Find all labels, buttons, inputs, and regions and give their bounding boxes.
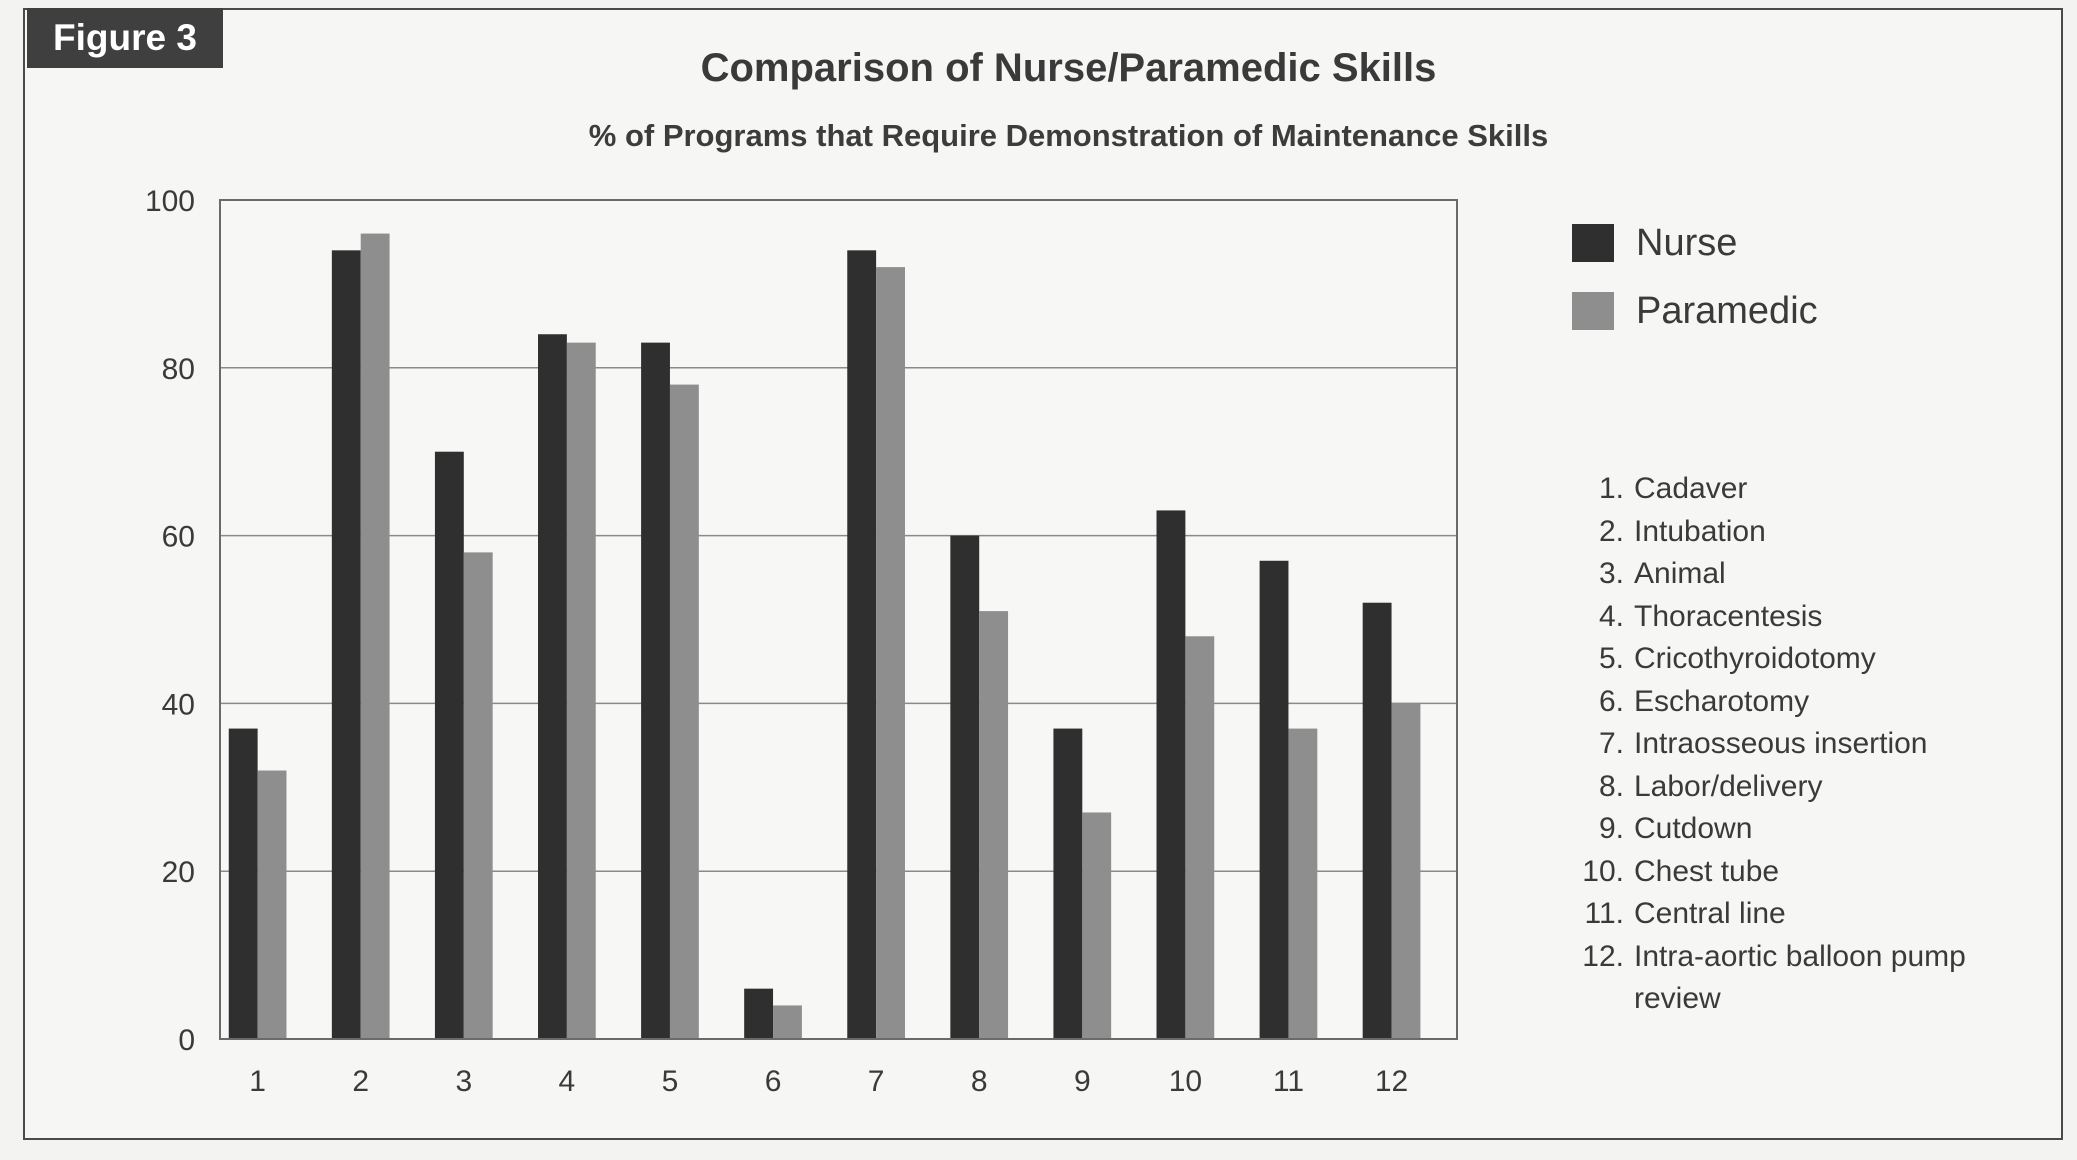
key-item: 4. Thoracentesis	[1568, 596, 2038, 639]
bar-nurse	[1259, 560, 1289, 1039]
bar-paramedic	[876, 267, 905, 1039]
key-label: Central line	[1634, 897, 1786, 930]
bar-paramedic	[669, 384, 699, 1040]
key-label: Labor/delivery	[1634, 769, 1823, 803]
key-label: Cricothyroidotomy	[1634, 642, 1876, 675]
key-number: 11.	[1584, 897, 1624, 930]
x-tick-label: 11	[1273, 1065, 1304, 1098]
x-tick-label: 6	[765, 1065, 782, 1098]
bar-paramedic	[257, 770, 287, 1039]
figure-label: Figure 3	[27, 8, 223, 68]
bar-paramedic	[1185, 636, 1215, 1039]
key-number: 7.	[1598, 727, 1624, 760]
bar-nurse	[1362, 602, 1392, 1039]
legend-label-nurse: Nurse	[1636, 221, 1738, 264]
plot-area	[220, 200, 1457, 1039]
x-tick-label: 7	[868, 1065, 885, 1098]
bars	[228, 233, 1421, 1040]
legend-swatch-paramedic	[1572, 292, 1614, 330]
key-item: 1. Cadaver	[1568, 468, 2038, 511]
key-number: 4.	[1598, 599, 1624, 633]
key-item: 6. Escharotomy	[1568, 681, 2038, 724]
key-number: 6.	[1598, 684, 1624, 718]
bar-nurse	[641, 342, 670, 1039]
key-label: Escharotomy	[1634, 684, 1810, 718]
y-tick-label: 40	[162, 688, 195, 721]
key-label: Thoracentesis	[1634, 599, 1823, 633]
key-number: 10.	[1582, 854, 1624, 888]
x-axis-tick-labels: 1 2 3 4 5 6 7 8 9 10 11 12	[249, 1065, 1408, 1098]
key-item: 12. Intra-aortic balloon pump review	[1568, 936, 2038, 1021]
key-item: 3. Animal	[1568, 553, 2038, 596]
key-item: 9. Cutdown	[1568, 808, 2038, 851]
x-tick-label: 9	[1074, 1065, 1091, 1098]
y-tick-label: 60	[162, 521, 195, 554]
key-label: Intra-aortic balloon pump review	[1634, 939, 1966, 1016]
bar-nurse	[1053, 728, 1083, 1039]
key-label: Chest tube	[1634, 854, 1780, 888]
legend-entry-nurse: Nurse	[1572, 216, 1818, 270]
key-label: Animal	[1634, 557, 1726, 590]
bar-nurse	[847, 250, 877, 1040]
legend-label-paramedic: Paramedic	[1636, 289, 1818, 332]
y-tick-label: 0	[178, 1024, 195, 1057]
key-item: 2. Intubation	[1568, 511, 2038, 554]
x-tick-label: 3	[455, 1065, 472, 1098]
y-tick-label: 20	[162, 856, 195, 889]
key-item: 10. Chest tube	[1568, 851, 2038, 894]
bar-paramedic	[566, 342, 596, 1039]
legend: Nurse Paramedic	[1572, 216, 1818, 352]
key-item: 7. Intraosseous insertion	[1568, 723, 2038, 766]
bar-nurse	[538, 334, 567, 1039]
bar-nurse	[744, 988, 774, 1039]
bar-paramedic	[1288, 728, 1318, 1039]
key-number: 5.	[1598, 642, 1624, 675]
key-number: 9.	[1598, 812, 1624, 845]
bar-paramedic	[360, 233, 390, 1039]
bar-nurse	[434, 451, 464, 1039]
bar-paramedic	[773, 1005, 802, 1039]
bar-paramedic	[1082, 812, 1112, 1039]
bar-paramedic	[463, 552, 493, 1039]
x-tick-label: 12	[1375, 1065, 1408, 1098]
bar-nurse	[228, 728, 258, 1039]
chart-subtitle: % of Programs that Require Demonstration…	[588, 118, 1549, 153]
key-item: 8. Labor/delivery	[1568, 766, 2038, 809]
x-tick-label: 1	[249, 1065, 266, 1098]
gridlines	[220, 367, 1457, 872]
bar-paramedic	[1391, 703, 1421, 1039]
key-number: 12.	[1582, 939, 1624, 973]
key-number: 8.	[1598, 769, 1624, 803]
key-label: Intubation	[1634, 514, 1766, 548]
key-label: Cadaver	[1634, 472, 1748, 505]
x-tick-label: 10	[1169, 1065, 1202, 1098]
legend-swatch-nurse	[1572, 224, 1614, 262]
key-number: 1.	[1598, 472, 1624, 505]
y-axis-tick-labels: 0 20 40 60 80 100	[145, 185, 195, 1057]
key-label: Intraosseous insertion	[1634, 727, 1928, 760]
bar-nurse	[950, 535, 980, 1039]
key-item: 11. Central line	[1568, 893, 2038, 936]
chart-title: Comparison of Nurse/Paramedic Skills	[700, 46, 1437, 90]
key-label: Cutdown	[1634, 812, 1753, 845]
key-number: 2.	[1598, 514, 1624, 548]
x-tick-label: 8	[971, 1065, 988, 1098]
key-number: 3.	[1598, 557, 1624, 590]
bar-nurse	[331, 250, 361, 1040]
legend-entry-paramedic: Paramedic	[1572, 284, 1818, 338]
bar-paramedic	[979, 611, 1009, 1039]
y-tick-label: 100	[145, 185, 195, 218]
x-tick-label: 4	[559, 1065, 576, 1098]
key-item: 5. Cricothyroidotomy	[1568, 638, 2038, 681]
y-tick-label: 80	[162, 353, 195, 386]
x-tick-label: 5	[662, 1065, 679, 1098]
category-key: 1. Cadaver 2. Intubation 3. Animal 4. Thorac…	[1568, 468, 2038, 1021]
x-tick-label: 2	[352, 1065, 369, 1098]
bar-nurse	[1156, 510, 1186, 1039]
plot-border	[219, 199, 1458, 1040]
